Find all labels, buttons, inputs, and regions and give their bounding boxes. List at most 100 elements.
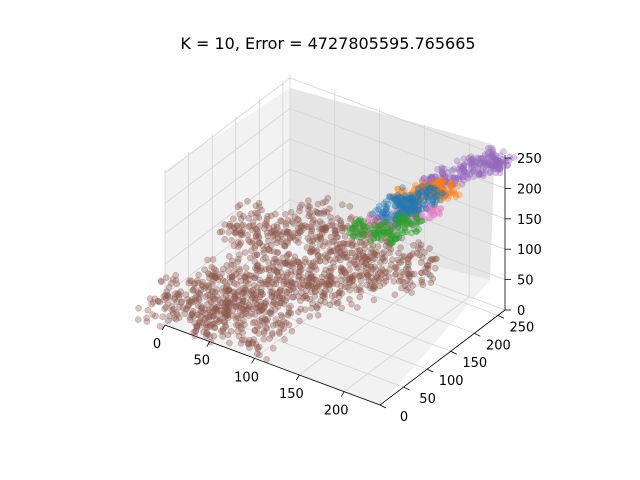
scatter-point: [363, 270, 371, 277]
scatter-point: [316, 241, 324, 248]
scatter-point: [204, 270, 212, 277]
scatter-point: [230, 242, 238, 250]
scatter-point: [300, 294, 307, 301]
scatter-point: [255, 233, 262, 240]
scatter-point: [189, 286, 197, 294]
scatter-point: [230, 215, 237, 223]
scatter-point: [249, 219, 257, 226]
scatter-point: [494, 157, 502, 165]
scatter-point: [257, 285, 265, 292]
scatter-point: [294, 215, 301, 223]
scatter-point: [296, 260, 303, 267]
scatter-point: [244, 198, 251, 205]
scatter-point: [352, 253, 360, 260]
z-gridline: [164, 77, 506, 174]
scatter-point: [447, 180, 454, 187]
scatter-point: [416, 201, 423, 209]
scatter-point: [274, 268, 281, 276]
scatter-point: [318, 225, 326, 232]
scatter-point: [305, 197, 312, 204]
scatter-point: [243, 307, 250, 314]
scatter-point: [273, 222, 281, 229]
scatter-point: [457, 164, 465, 171]
scatter-point: [349, 239, 356, 246]
scatter-point: [269, 288, 277, 295]
scatter-point: [301, 255, 309, 263]
scatter-point: [234, 203, 242, 210]
scatter-point: [265, 246, 272, 253]
scatter-point: [418, 183, 426, 190]
scatter-point: [475, 171, 482, 178]
scatter-point: [357, 268, 364, 276]
scatter-point: [274, 249, 282, 256]
scatter-point: [425, 262, 432, 269]
scatter-point: [417, 259, 425, 266]
scatter-point: [320, 242, 327, 250]
scatter-point: [262, 254, 269, 262]
scatter-point: [209, 308, 216, 316]
scatter-point: [452, 174, 459, 182]
scatter-point: [308, 245, 315, 253]
scatter-point: [168, 306, 175, 314]
scatter-point: [274, 249, 281, 256]
scatter-point: [460, 155, 468, 163]
scatter-point: [198, 281, 206, 288]
scatter-point: [415, 207, 423, 214]
scatter-point: [277, 311, 285, 319]
scatter-point: [405, 266, 412, 273]
scatter-point: [326, 205, 333, 213]
scatter-point: [486, 169, 493, 176]
scatter-point: [399, 184, 406, 191]
scatter-point: [270, 266, 278, 273]
scatter-point: [333, 280, 341, 288]
scatter-point: [204, 292, 212, 299]
scatter-point: [163, 274, 170, 281]
scatter-point: [386, 249, 393, 257]
scatter-point: [403, 286, 410, 294]
scatter-point: [354, 248, 361, 255]
scatter-point: [454, 182, 462, 190]
scatter-point: [338, 272, 345, 279]
scatter-point: [283, 288, 291, 296]
scatter-point: [453, 157, 461, 165]
scatter-point: [294, 258, 301, 265]
scatter-point: [251, 294, 259, 302]
scatter-point: [282, 260, 289, 267]
scatter-point: [356, 293, 364, 301]
scatter-point: [149, 311, 156, 318]
scatter-point: [319, 199, 327, 207]
scatter-point: [296, 317, 303, 325]
scatter-point: [236, 251, 243, 258]
scatter-point: [312, 257, 320, 265]
scatter-point: [292, 268, 299, 275]
scatter-point: [272, 256, 279, 263]
scatter-point: [173, 298, 180, 306]
scatter-point: [210, 265, 218, 273]
scatter-point: [431, 186, 438, 194]
z-tick-label: 150: [517, 213, 542, 228]
scatter-point: [234, 258, 242, 265]
scatter-point: [409, 194, 417, 202]
scatter-point: [269, 293, 276, 301]
scatter-point: [195, 271, 202, 279]
scatter-point: [279, 236, 286, 243]
scatter-point: [409, 282, 416, 289]
scatter-point: [224, 307, 231, 314]
scatter-point: [346, 296, 353, 303]
scatter-point: [425, 270, 432, 278]
scatter-point: [230, 268, 238, 275]
scatter-point: [357, 277, 365, 285]
scatter-point: [267, 212, 275, 220]
scatter-point: [431, 201, 438, 208]
scatter-point: [314, 200, 322, 208]
scatter-point: [427, 279, 435, 287]
scatter-point: [166, 312, 173, 320]
scatter-point: [363, 273, 370, 281]
scatter-point: [325, 281, 333, 289]
scatter-point: [218, 270, 225, 278]
scatter-point: [283, 220, 290, 227]
scatter-point: [306, 266, 313, 274]
scatter-point: [398, 284, 405, 292]
scatter-point: [266, 272, 274, 279]
